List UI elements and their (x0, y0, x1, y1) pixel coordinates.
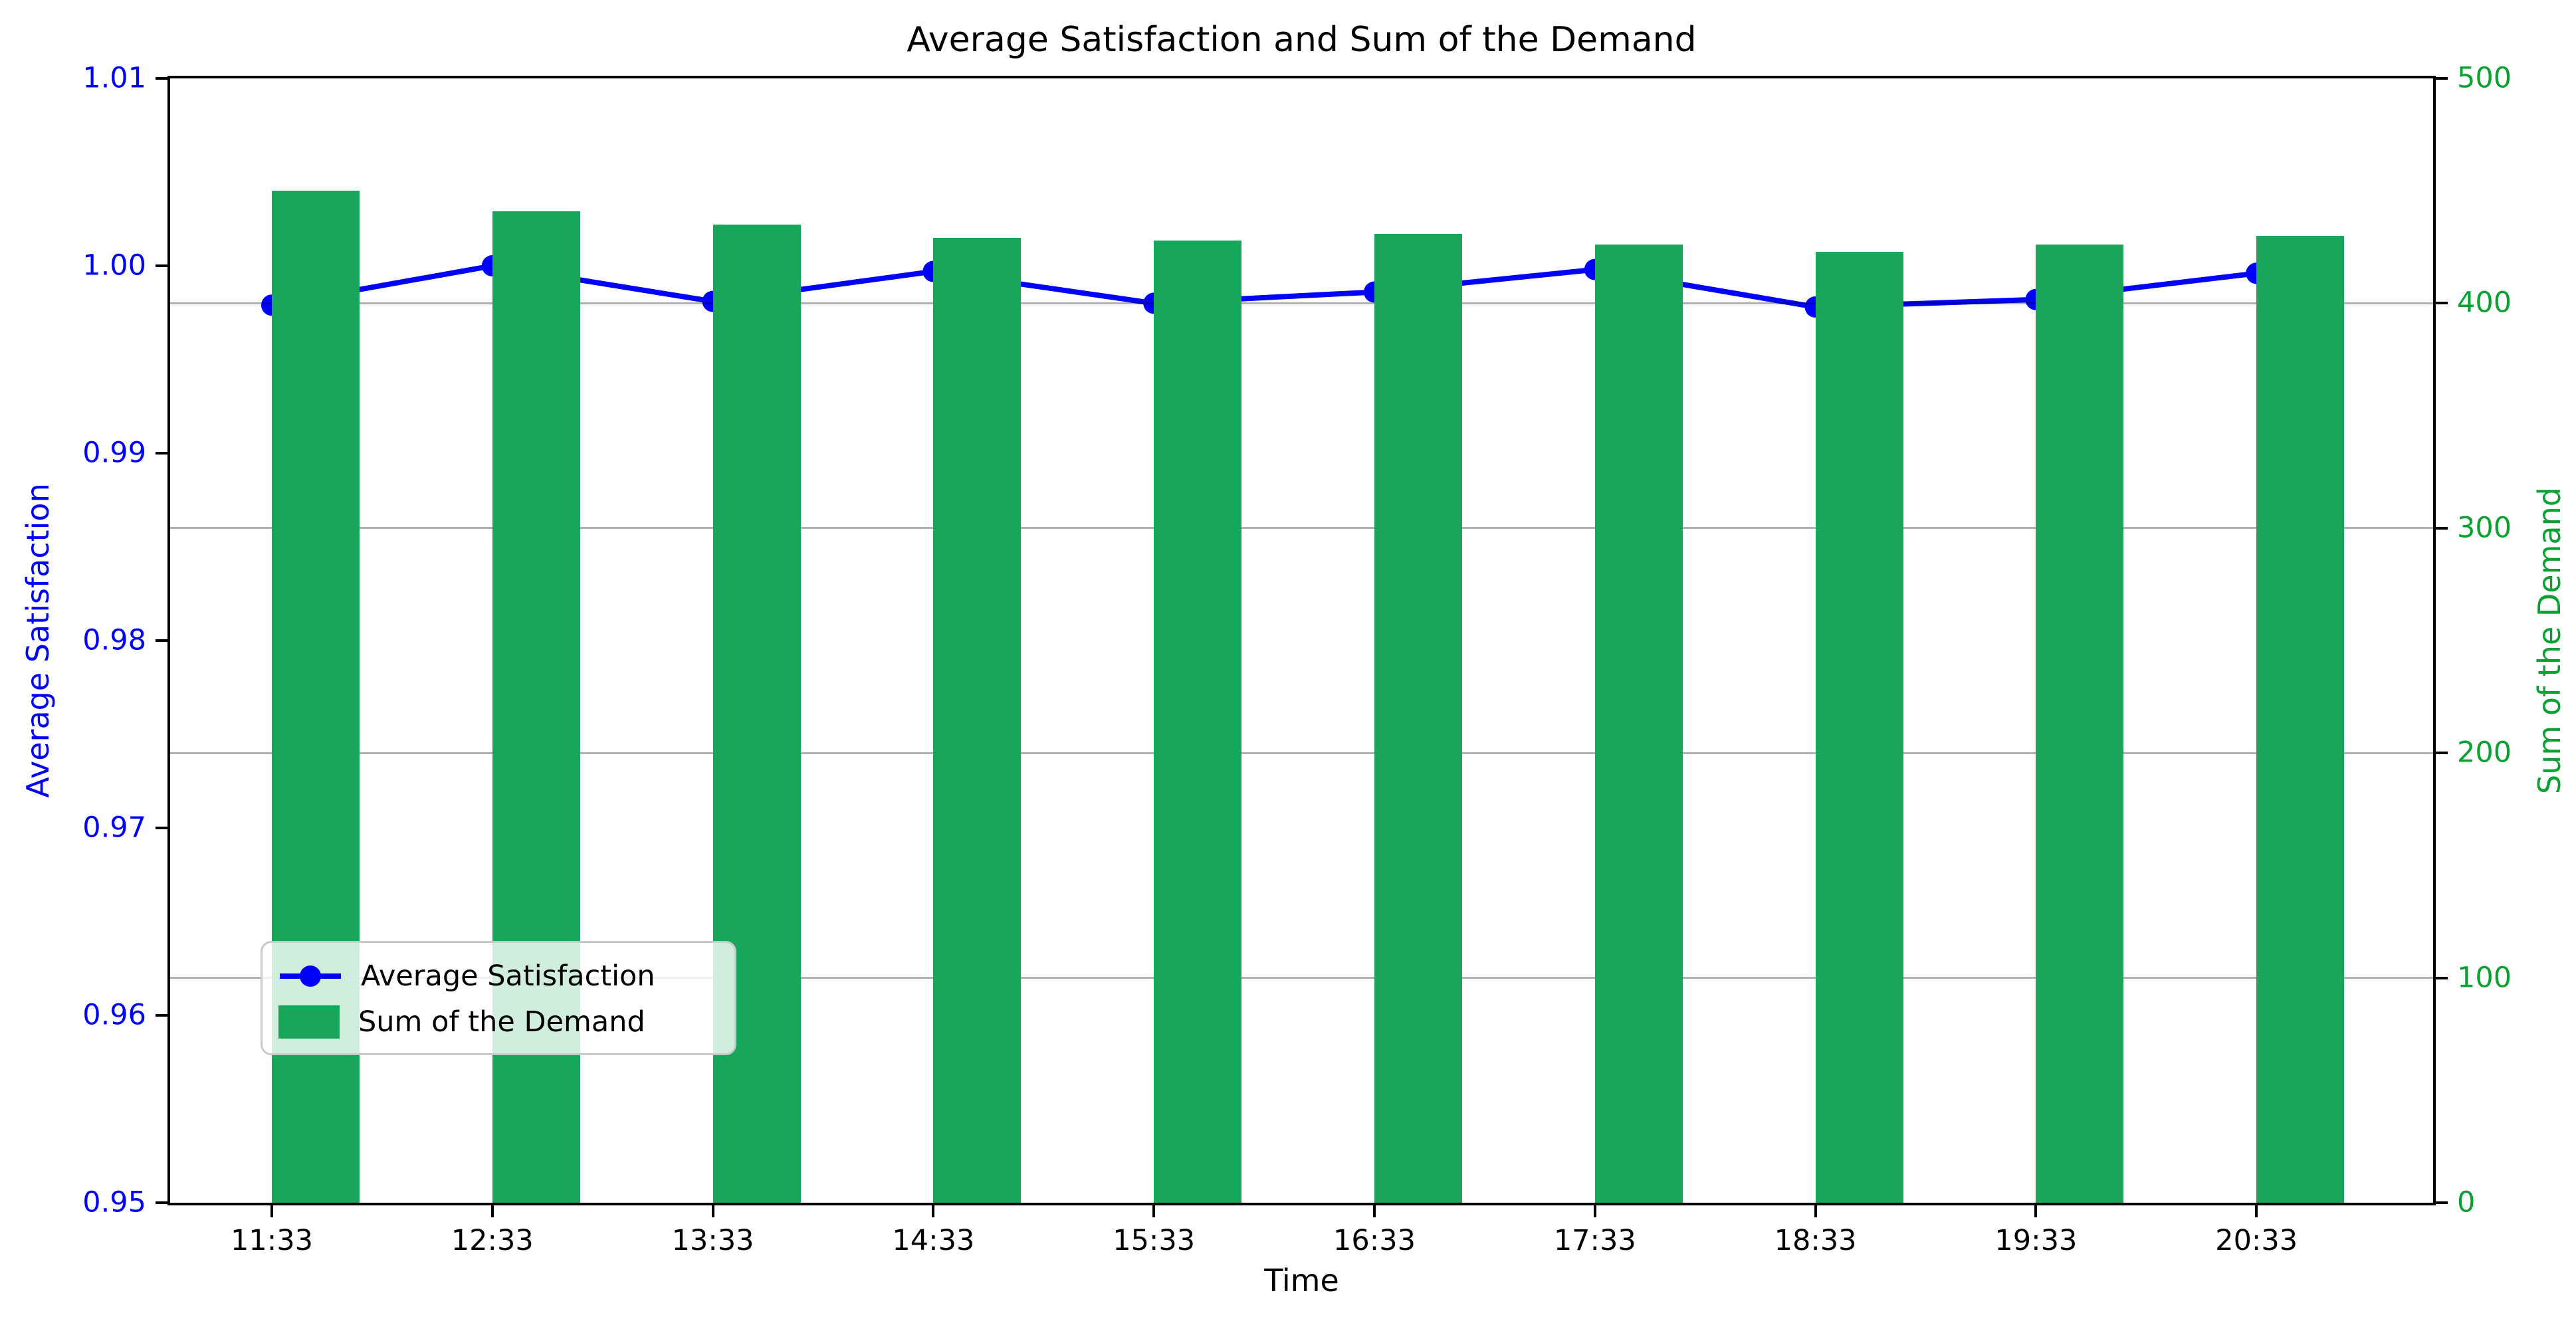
legend-label-average-satisfaction: Average Satisfaction (361, 960, 655, 993)
legend-patch-demand (278, 1005, 340, 1039)
x-tick-label: 11:33 (231, 1224, 313, 1257)
x-tick-label: 16:33 (1333, 1224, 1416, 1257)
satisfaction-line (271, 262, 2257, 310)
y-axis-label-right: Sum of the Demand (2531, 487, 2567, 794)
left-tick-mark (156, 77, 167, 80)
demand-bar (1815, 251, 1903, 1203)
right-tick-mark (2436, 976, 2448, 979)
bottom-tick-mark (2034, 1205, 2038, 1217)
x-tick-label: 12:33 (451, 1224, 534, 1257)
right-tick-mark (2436, 1201, 2448, 1204)
gridline (170, 527, 2433, 530)
x-tick-label: 15:33 (1113, 1224, 1196, 1257)
left-tick-mark (156, 264, 167, 267)
gridline (170, 752, 2433, 754)
demand-bar (933, 238, 1021, 1203)
bottom-tick-mark (1814, 1205, 1817, 1217)
bottom-tick-mark (2255, 1205, 2258, 1217)
y-tick-label-right: 300 (2457, 511, 2512, 545)
y-tick-label-left: 0.96 (82, 998, 146, 1032)
x-axis-label: Time (1264, 1263, 1339, 1298)
demand-bar (1154, 240, 1242, 1203)
y-tick-label-right: 400 (2457, 286, 2512, 320)
y-tick-label-left: 1.01 (82, 61, 146, 95)
gridline (170, 302, 2433, 304)
chart-title: Average Satisfaction and Sum of the Dema… (907, 20, 1697, 60)
demand-bar (1374, 233, 1462, 1203)
right-tick-mark (2436, 752, 2448, 755)
left-tick-mark (156, 1014, 167, 1017)
y-tick-label-left: 1.00 (82, 249, 146, 282)
left-tick-mark (156, 452, 167, 455)
right-tick-mark (2436, 302, 2448, 305)
y-tick-label-right: 200 (2457, 736, 2512, 769)
x-tick-label: 20:33 (2215, 1224, 2298, 1257)
x-tick-label: 14:33 (892, 1224, 975, 1257)
demand-bar (712, 224, 801, 1203)
left-tick-mark (156, 1201, 167, 1204)
y-tick-label-left: 0.98 (82, 623, 146, 657)
y-tick-label-right: 100 (2457, 961, 2512, 995)
x-tick-label: 18:33 (1774, 1224, 1857, 1257)
bottom-tick-mark (490, 1205, 494, 1217)
left-tick-mark (156, 639, 167, 642)
demand-bar (2036, 245, 2124, 1203)
x-tick-label: 17:33 (1553, 1224, 1636, 1257)
legend-label-sum-of-demand: Sum of the Demand (358, 1005, 645, 1039)
legend: Average Satisfaction Sum of the Demand (261, 941, 736, 1055)
y-tick-label-left: 0.97 (82, 811, 146, 845)
right-tick-mark (2436, 77, 2448, 80)
gridline (170, 977, 2433, 979)
demand-bar (1594, 245, 1683, 1203)
demand-bar (2256, 235, 2345, 1203)
legend-row-bar: Sum of the Demand (278, 1005, 728, 1039)
y-tick-label-right: 0 (2457, 1185, 2476, 1219)
y-tick-label-left: 0.99 (82, 436, 146, 470)
y-tick-label-left: 0.95 (82, 1185, 146, 1219)
left-tick-mark (156, 827, 167, 829)
x-tick-label: 19:33 (1994, 1224, 2078, 1257)
right-tick-mark (2436, 526, 2448, 530)
bottom-tick-mark (932, 1205, 935, 1217)
bottom-tick-mark (270, 1205, 273, 1217)
legend-line-marker-sample (280, 965, 341, 987)
legend-row-line: Average Satisfaction (278, 958, 728, 995)
y-tick-label-right: 500 (2457, 61, 2512, 95)
bottom-tick-mark (1373, 1205, 1376, 1217)
bottom-tick-mark (1593, 1205, 1596, 1217)
bottom-tick-mark (711, 1205, 714, 1217)
bottom-tick-mark (1152, 1205, 1156, 1217)
x-tick-label: 13:33 (671, 1224, 754, 1257)
